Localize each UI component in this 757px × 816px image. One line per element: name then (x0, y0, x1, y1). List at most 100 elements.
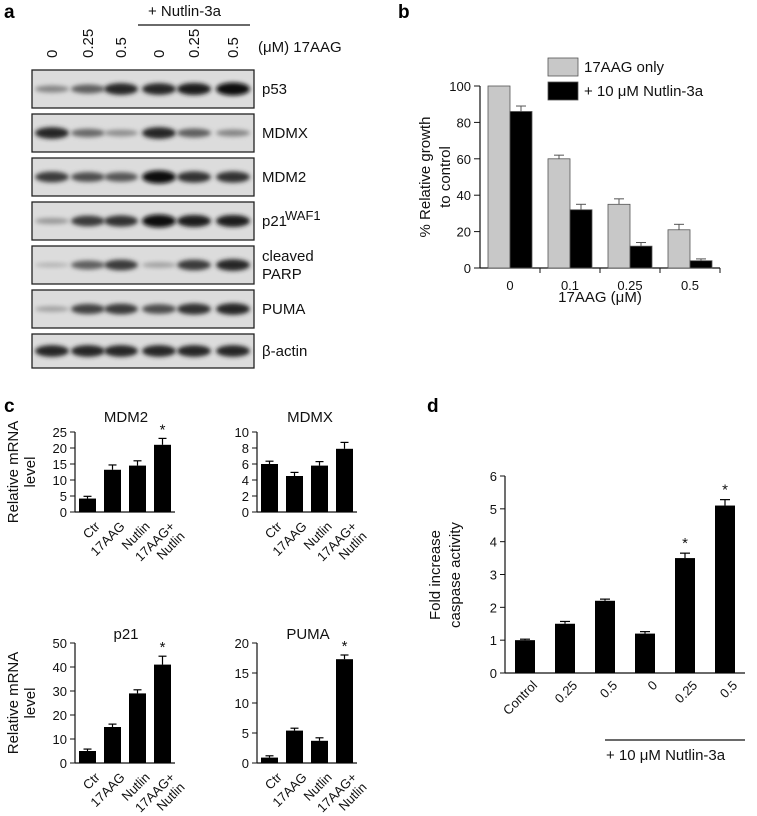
chart-title: PUMA (286, 626, 329, 643)
band (71, 260, 105, 270)
y-tick-label: 5 (490, 502, 497, 517)
bar (311, 465, 328, 512)
y-tick-label: 3 (490, 568, 497, 583)
bar (311, 740, 328, 763)
panel-c-mrna-charts: c MDM20510152025Ctr17AAGNutlin*17AAG+Nut… (4, 396, 370, 815)
band (142, 304, 176, 314)
blot-p53: p53 (31, 69, 287, 109)
significance-star: * (160, 421, 166, 438)
band (35, 171, 69, 183)
x-tick-label: 0.25 (617, 278, 642, 293)
band (142, 262, 176, 268)
bar (569, 209, 593, 269)
panel-b-growth-chart: b 0 20 40 60 80 100 0 0.1 0.25 0.5 17AAG (μM) % Rel… (398, 2, 721, 306)
y-tick-label: 40 (53, 660, 67, 675)
band (104, 172, 138, 182)
panel-b-letter: b (398, 2, 410, 23)
bar (675, 558, 695, 673)
band (35, 127, 69, 139)
y-tick-label: 6 (242, 457, 249, 472)
band (35, 262, 69, 268)
y-axis-label: Relative mRNA (5, 652, 22, 755)
legend-swatch (547, 81, 579, 101)
chart-title: p21 (113, 626, 138, 643)
significance-star: * (160, 639, 166, 656)
panel-a-western-blot: a + Nutlin-3a (μM) 17AAG 0 0.25 0.5 0 0.25 0.… (4, 2, 342, 369)
y-tick-label: 1 (490, 633, 497, 648)
legend-label: + 10 μM Nutlin-3a (584, 83, 704, 100)
y-tick-label: 10 (235, 696, 249, 711)
band (35, 345, 69, 357)
band (104, 83, 138, 95)
blot-label: p21 (262, 213, 287, 230)
band (216, 82, 250, 96)
significance-star: * (342, 638, 348, 655)
bar (336, 448, 353, 512)
y-tick-label: 0 (490, 666, 497, 681)
bar (104, 469, 121, 512)
band (71, 345, 105, 357)
bar (547, 158, 571, 269)
x-tick-label: 0.25 (672, 678, 701, 707)
y-tick-label: 20 (53, 708, 67, 723)
y-axis-label-line2: level (22, 457, 39, 488)
nutlin-treatment-label: + Nutlin-3a (148, 3, 222, 20)
chart-title: MDM2 (104, 409, 148, 426)
band (216, 171, 250, 183)
x-tick-label: 0 (506, 278, 513, 293)
x-tick-label: 0.1 (561, 278, 579, 293)
lane-label: 0.25 (186, 29, 203, 58)
y-tick-label: 10 (53, 732, 67, 747)
y-tick-label: 50 (53, 636, 67, 651)
bar (667, 229, 691, 269)
y-tick-label: 0 (242, 505, 249, 520)
y-tick-label: 25 (53, 425, 67, 440)
lane-label: 0.5 (113, 37, 130, 58)
x-tick-label: 0.5 (717, 678, 740, 701)
x-tick-label: 0.5 (597, 678, 620, 701)
band (71, 84, 105, 94)
y-axis-label-line2: level (22, 688, 39, 719)
y-tick-label: 15 (53, 457, 67, 472)
bar (154, 664, 171, 763)
blot-mdm2: MDM2 (31, 157, 306, 197)
y-tick-label: 6 (490, 469, 497, 484)
band (71, 128, 105, 138)
x-tick-label: Control (500, 678, 540, 718)
blot-puma: PUMA (31, 289, 305, 329)
panel-a-letter: a (4, 2, 15, 23)
y-tick-label: 40 (457, 188, 471, 203)
band (142, 127, 176, 139)
band (142, 214, 176, 228)
band (104, 303, 138, 315)
y-tick-label: 0 (242, 756, 249, 771)
bar (129, 693, 146, 763)
blot-label: p53 (262, 81, 287, 98)
band (71, 303, 105, 315)
bar (629, 245, 653, 269)
band (177, 214, 211, 228)
unit-label: (μM) 17AAG (258, 39, 342, 56)
significance-star: * (682, 535, 688, 552)
lane-labels: 0 0.25 0.5 0 0.25 0.5 (44, 29, 242, 58)
lane-label: 0 (151, 50, 168, 58)
blot-label: MDMX (262, 125, 308, 142)
bar (79, 751, 96, 763)
blot-label: PUMA (262, 301, 305, 318)
y-tick-label: 80 (457, 115, 471, 130)
panel-c-letter: c (4, 396, 15, 417)
band (104, 215, 138, 227)
bar (487, 85, 511, 269)
y-tick-label: 4 (242, 473, 249, 488)
bar (689, 260, 713, 269)
x-tick-label: 0 (644, 678, 660, 694)
band (177, 128, 211, 138)
bar (635, 633, 655, 673)
band (35, 217, 69, 225)
blot-label: β-actin (262, 343, 307, 360)
